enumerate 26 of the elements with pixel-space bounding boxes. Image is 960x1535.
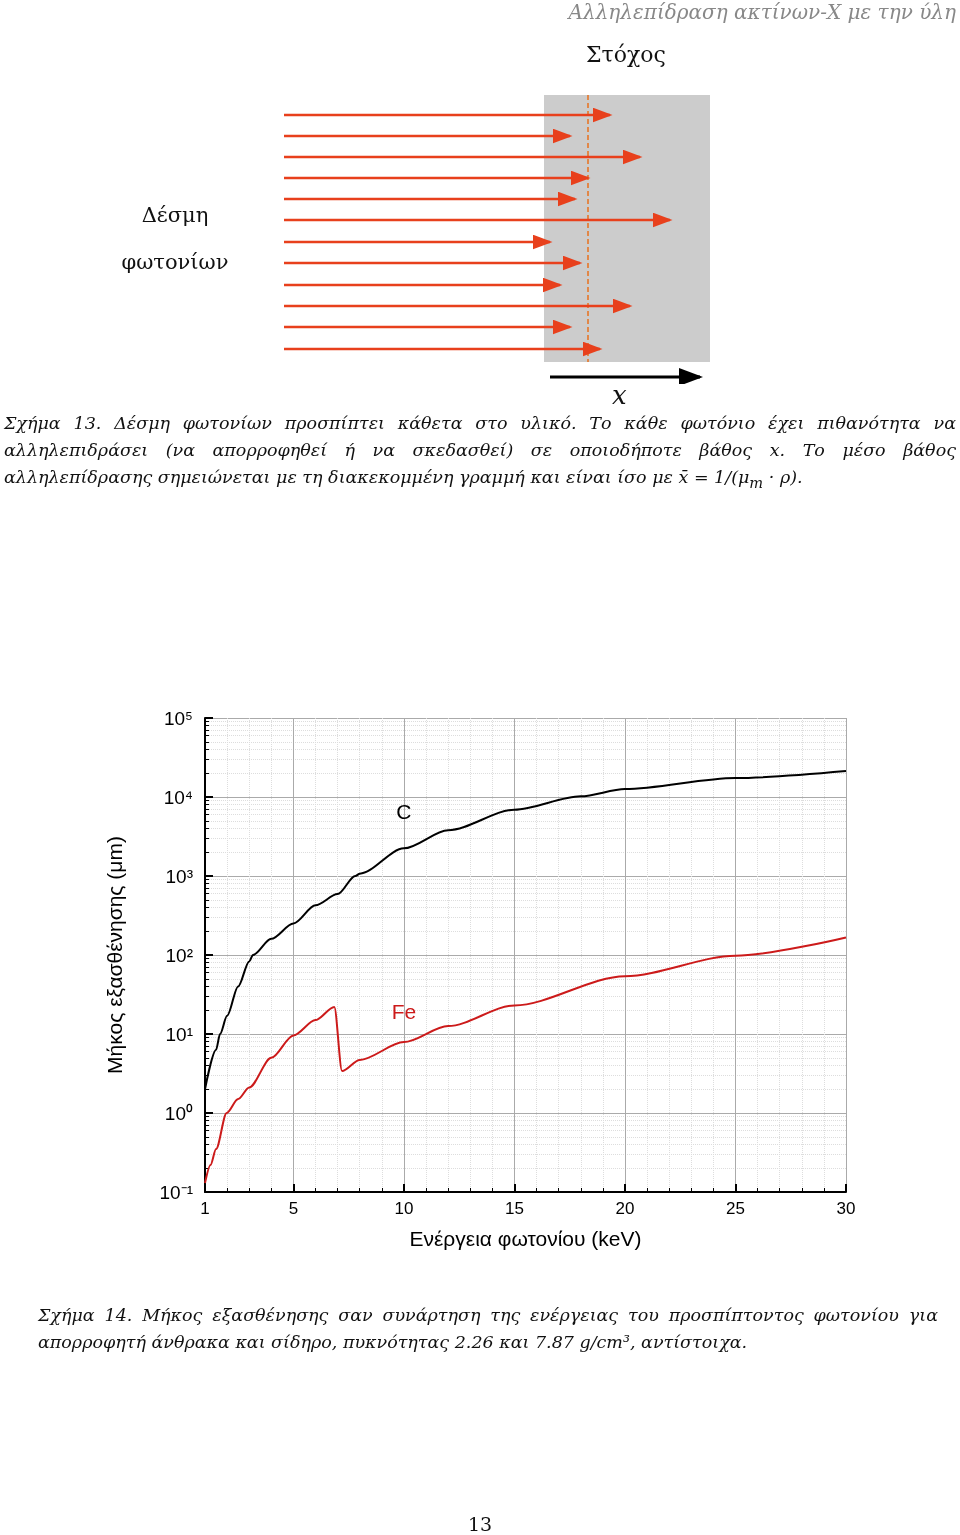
- text: 13: [468, 1513, 493, 1535]
- x-tick-label: 5: [288, 1199, 299, 1218]
- y-tick-label: 10¹: [165, 1023, 193, 1045]
- text: Αλληλεπίδραση ακτίνων-Χ με την ύλη: [568, 0, 956, 24]
- text: Σχήμα 13. Δέσμη φωτονίων προσπίπτει κάθετα στο υλικό. Το κάθε φωτόνιο έχει πιθανότητα να αλληλεπιδράσει (να απορροφηθεί ή να σκεδασθεί) σε οποιοδήποτε βάθος x. Το μέσο βάθος αλληλεπίδρασης σημειώνεται με τη διακεκομμένη γραμμή και είναι ίσο με x̄ = 1/(μ$_{m}$ · ρ).: [4, 412, 956, 493]
- x-tick-label: 10: [394, 1199, 414, 1218]
- y-tick-label: 10⁵: [163, 707, 193, 729]
- y-tick-label: 10³: [165, 865, 193, 887]
- x-tick-label: 20: [615, 1199, 635, 1218]
- line-series: [204, 936, 847, 1184]
- y-axis-title: Μήκος εξασθένησης (μm): [103, 836, 126, 1074]
- y-tick-label: 10⁰: [164, 1102, 193, 1124]
- y-tick-label: 10⁴: [163, 786, 193, 808]
- x-tick-label: 1: [200, 1199, 210, 1218]
- y-tick-label: 10⁻¹: [159, 1181, 193, 1203]
- text: Δέσμη φωτονίων: [120, 202, 230, 276]
- x-tick-label: 30: [836, 1199, 856, 1218]
- x-tick-label: 25: [726, 1199, 745, 1218]
- x-axis-title: Ενέργεια φωτονίου (keV): [409, 1227, 642, 1250]
- y-tick-label: 10²: [165, 944, 193, 966]
- x-tick-label: 15: [504, 1199, 524, 1218]
- series-label: C: [396, 800, 412, 824]
- text: Στόχος: [586, 42, 666, 67]
- series-label: Fe: [391, 1000, 417, 1024]
- text: x: [612, 380, 627, 410]
- text: Σχήμα 14. Μήκος εξασθένησης σαν συνάρτηση της ενέργειας του προσπίπτοντος φωτονίου για απορροφητή άνθρακα και σίδηρο, πυκνότητας 2.26 και 7.87 g/cm³, αντίστοιχα.: [38, 1304, 938, 1354]
